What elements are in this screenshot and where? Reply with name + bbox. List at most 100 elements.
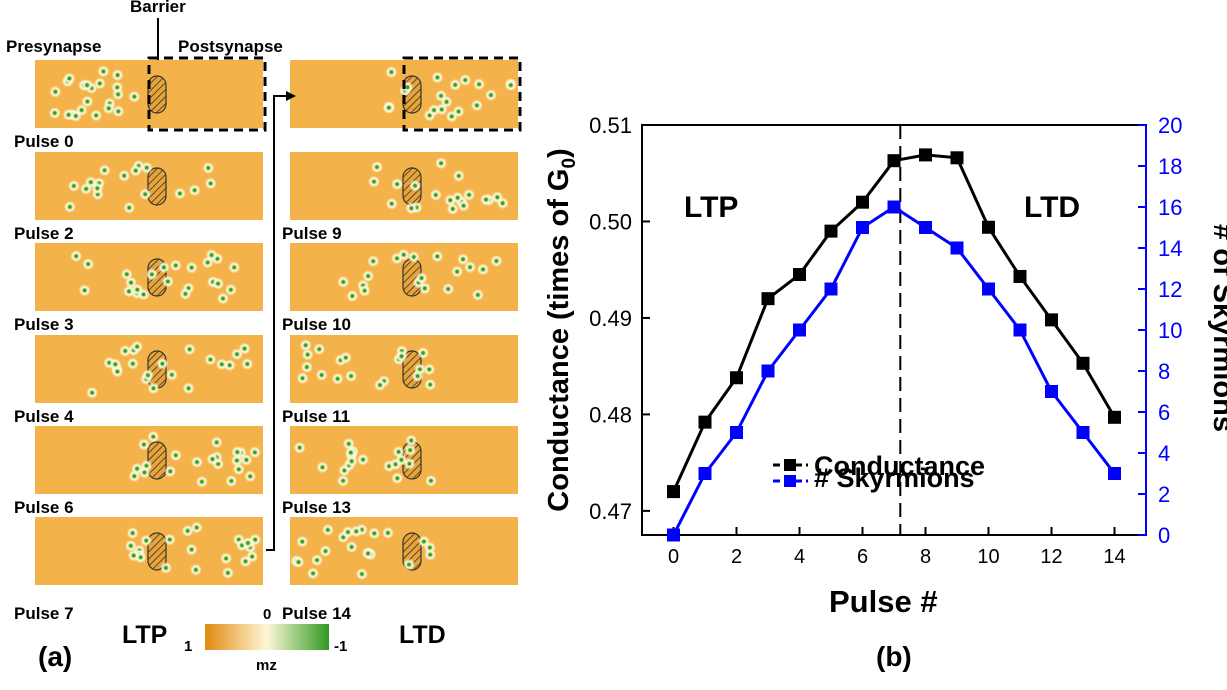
skyrmion — [431, 250, 444, 263]
skyrmion — [118, 169, 131, 182]
data-point — [1045, 385, 1058, 398]
skyrmion — [457, 199, 470, 212]
skyrmion — [63, 72, 76, 85]
skyrmion — [169, 449, 182, 462]
skyrmion — [82, 258, 95, 271]
skyrmion — [345, 370, 358, 383]
skyrmion — [346, 290, 359, 303]
data-point — [698, 415, 712, 429]
ltp-pulse-label: Pulse 0 — [14, 132, 74, 151]
skyrmion — [90, 109, 103, 122]
skyrmion — [188, 184, 201, 197]
data-point — [761, 364, 775, 378]
skyrmion — [165, 368, 178, 381]
skyrmion — [102, 102, 115, 115]
skyrmion — [428, 104, 441, 117]
skyrmion — [496, 197, 509, 210]
skyrmion — [449, 78, 462, 91]
skyrmion — [189, 563, 202, 576]
skyrmion — [445, 110, 458, 123]
ltp-strip — [35, 56, 267, 132]
skyrmion — [126, 357, 139, 370]
skyrmion — [93, 77, 106, 90]
skyrmion — [405, 202, 418, 215]
skyrmion — [191, 456, 204, 469]
skyrmion — [91, 182, 104, 195]
data-point — [667, 485, 680, 499]
data-point — [856, 195, 869, 209]
skyrmion — [220, 552, 233, 565]
postsynapse-region — [147, 56, 267, 132]
x-tick-label: 12 — [1040, 546, 1062, 568]
skyrmion — [345, 455, 358, 468]
skyrmion — [391, 178, 404, 191]
ltd-strip — [290, 335, 518, 403]
skyrmion — [139, 188, 152, 201]
skyrmion — [70, 250, 83, 263]
skyrmion — [205, 249, 218, 262]
skyrmion — [435, 157, 448, 170]
mz-colorbar — [205, 624, 329, 650]
data-point — [793, 323, 806, 337]
x-tick-label: 2 — [731, 546, 742, 568]
skyrmion — [367, 175, 380, 188]
skyrmion — [63, 200, 76, 213]
data-point — [887, 154, 901, 168]
skyrmion — [471, 288, 484, 301]
data-point — [982, 282, 995, 296]
y2-tick-label: 2 — [1158, 482, 1170, 507]
skyrmion — [163, 533, 176, 546]
skyrmion — [345, 540, 358, 553]
skyrmion — [131, 340, 144, 353]
skyrmion — [307, 567, 320, 580]
skyrmion — [67, 179, 80, 192]
skyrmion — [129, 164, 142, 177]
data-point — [1108, 467, 1121, 480]
ltd-pulse-label: Pulse 14 — [282, 604, 352, 623]
data-point — [730, 426, 743, 439]
y2-tick-label: 4 — [1158, 441, 1170, 466]
skyrmion — [404, 444, 417, 457]
skyrmion — [385, 66, 398, 79]
data-point — [730, 371, 743, 385]
chart-axes: 0 2 4 6 8 10 12 14 0.47 0.48 0.49 0.50 0.51 0 2 4 6 8 10 12… — [589, 113, 1182, 568]
skyrmion — [341, 526, 354, 539]
skyrmion — [62, 108, 75, 121]
skyrmion — [123, 201, 136, 214]
skyrmion — [216, 292, 229, 305]
skyrmion — [431, 71, 444, 84]
skyrmion — [128, 90, 141, 103]
skyrmion — [382, 101, 395, 114]
ltp-strip — [35, 426, 263, 494]
y-axis-label: Conductance (times of G0) — [543, 148, 580, 511]
skyrmion — [112, 105, 125, 118]
x-tick-label: 6 — [857, 546, 868, 568]
series-conductance — [667, 148, 1121, 499]
panel-b-label: (b) — [876, 641, 912, 672]
skyrmion — [159, 561, 172, 574]
skyrmion — [292, 556, 305, 569]
data-point — [698, 467, 712, 480]
skyrmion — [164, 465, 177, 478]
skyrmion — [405, 434, 418, 447]
x-tick-label: 10 — [977, 546, 999, 568]
skyrmion — [202, 161, 215, 174]
skyrmion — [212, 277, 225, 290]
data-point — [919, 148, 932, 162]
ltp-pulse-label: Pulse 4 — [14, 407, 74, 426]
skyrmion — [147, 382, 160, 395]
skyrmion — [480, 193, 493, 206]
ltd-label: LTD — [399, 621, 446, 649]
skyrmion — [463, 188, 476, 201]
skyrmion — [403, 558, 416, 571]
series-skyrmions — [667, 200, 1121, 542]
ltp-pulse-label: Pulse 3 — [14, 315, 74, 334]
legend-conductance-label: Conductance — [814, 451, 985, 481]
skyrmion — [381, 526, 394, 539]
skyrmion — [111, 69, 124, 82]
ltp-strip — [35, 243, 263, 311]
chart-legend: Conductance # Skyrmions — [773, 451, 985, 493]
skyrmion — [391, 472, 404, 485]
skyrmion — [357, 453, 370, 466]
